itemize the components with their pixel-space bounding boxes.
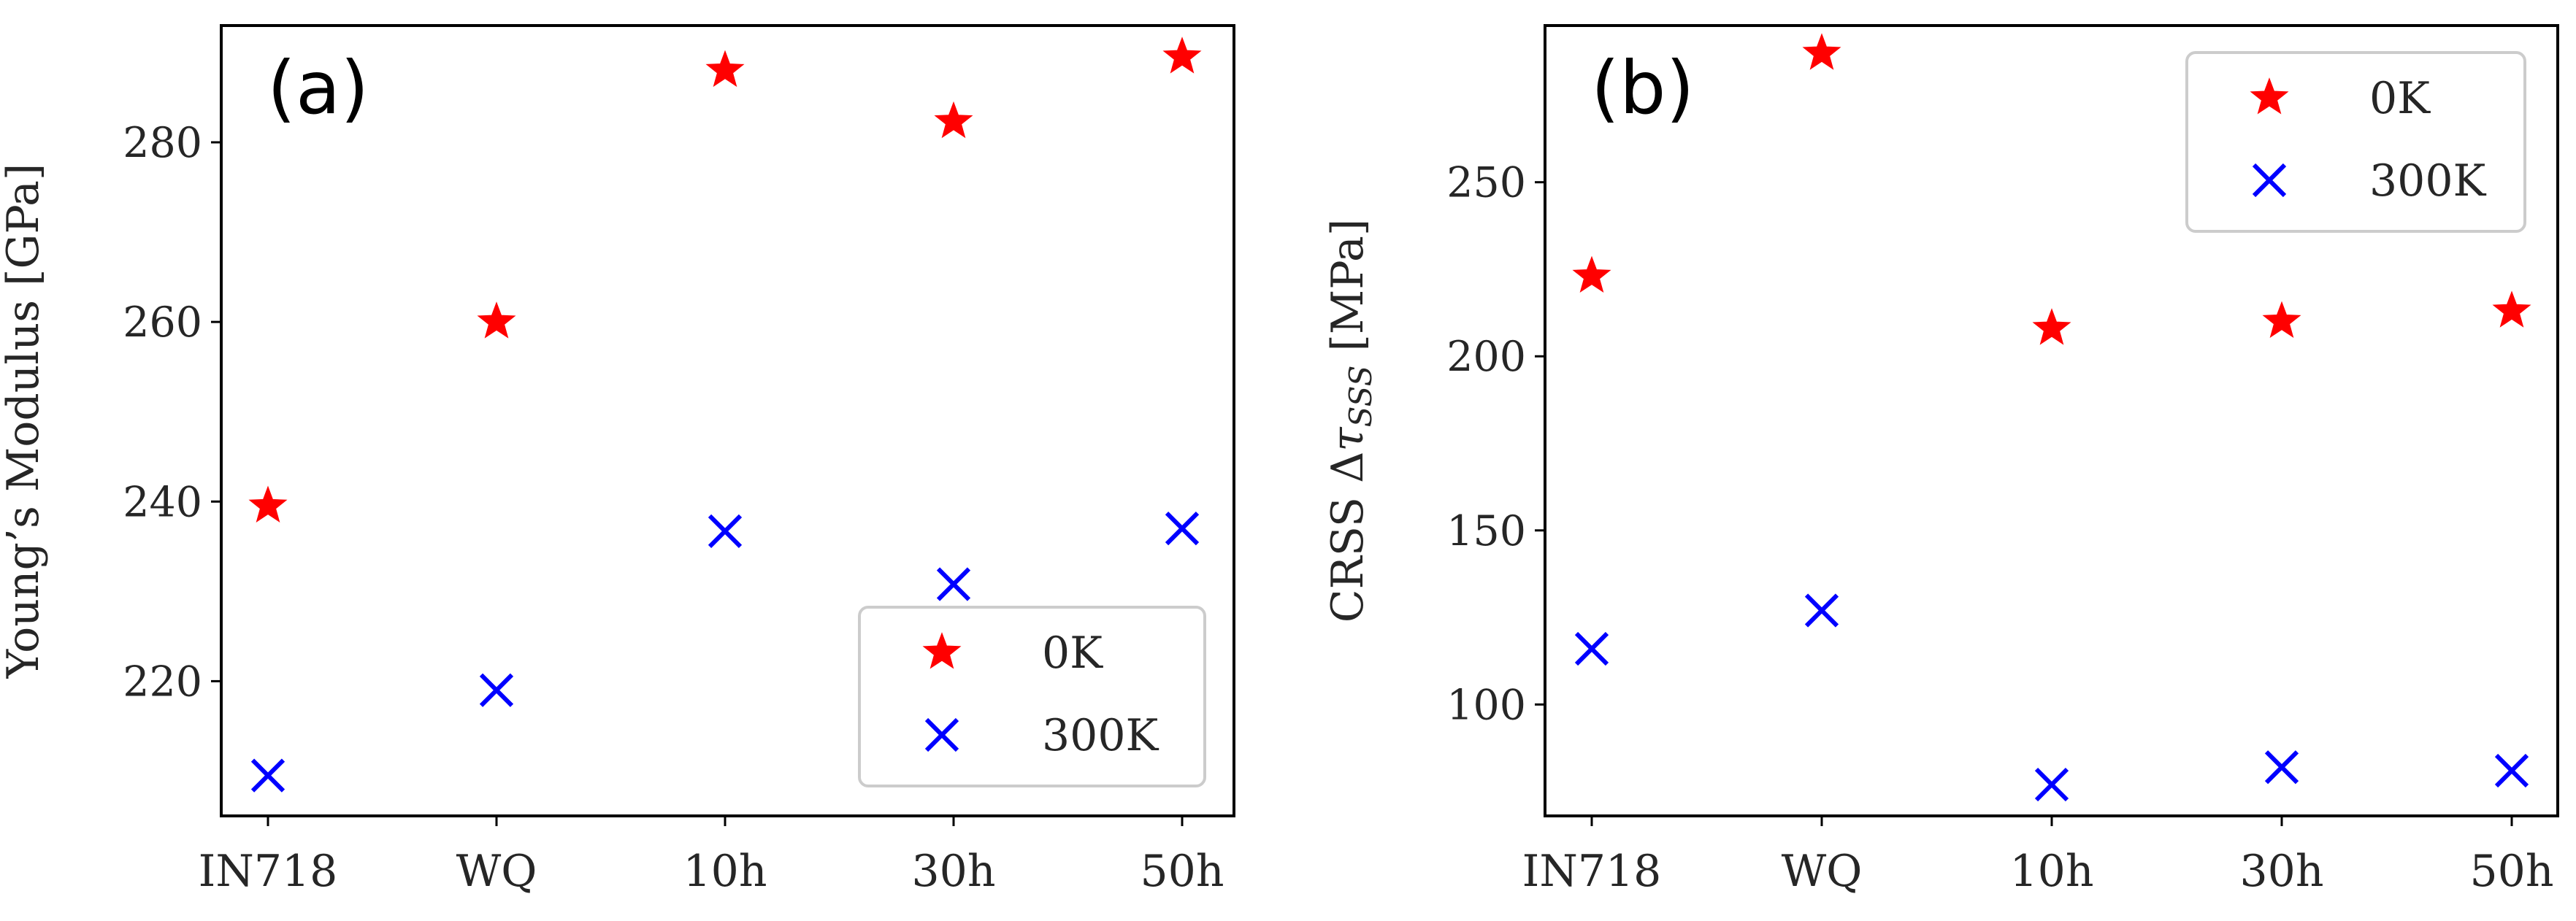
data-point-star [1802, 33, 1841, 70]
data-point-star [1162, 36, 1202, 74]
data-point-x [250, 758, 285, 793]
legend-marker-0k [2250, 77, 2289, 115]
series-0k [248, 36, 1202, 523]
x-tick-label: 10h [2010, 846, 2094, 897]
y-axis-label-tau: τ [1322, 427, 1373, 452]
x-tick-label: 50h [1141, 846, 1224, 897]
y-tick-label: 220 [123, 658, 202, 706]
plot-frame [220, 24, 1235, 817]
x-marker-stroke [479, 673, 514, 707]
data-point-x [708, 514, 743, 548]
legend-label: 0K [2369, 73, 2431, 124]
data-point-star [477, 301, 516, 339]
data-point-x [936, 567, 971, 601]
data-point-star [1572, 255, 1611, 293]
data-point-star [2262, 301, 2301, 339]
legend-marker-300k [924, 717, 959, 752]
x-tick-label: 30h [2240, 846, 2324, 897]
x-tick-label: IN718 [1522, 846, 1662, 897]
x-marker-stroke [1804, 593, 1839, 628]
y-tick-label: 260 [123, 298, 202, 347]
chart-panel-b: 100 150 200 250 IN718 WQ 10h 30h 50h CRSS ΔτSSS [… [1322, 24, 2559, 897]
x-tick-label: 30h [912, 846, 996, 897]
x-tick-label: WQ [1782, 846, 1863, 897]
legend-label: 300K [1042, 710, 1159, 761]
y-axis-label-subscript: SSS [1343, 366, 1379, 428]
x-marker-stroke [1165, 512, 1200, 546]
y-tick-label: 150 [1446, 507, 1526, 555]
data-point-star [2492, 290, 2531, 328]
y-tick-label: 280 [123, 119, 202, 167]
series-0k [1572, 33, 2531, 345]
data-point-star [934, 101, 973, 139]
y-tick-label: 100 [1446, 681, 1526, 729]
series-300k [1574, 593, 2529, 802]
x-marker-stroke [2264, 750, 2299, 785]
legend-label: 300K [2369, 155, 2487, 207]
y-axis-label-suffix: [MPa] [1322, 219, 1373, 366]
x-marker-stroke [2252, 163, 2287, 198]
x-marker-stroke [2034, 767, 2069, 802]
panel-label: (a) [267, 45, 369, 131]
data-point-x [2494, 753, 2529, 788]
y-axis-label-prefix: CRSS Δ [1322, 452, 1373, 623]
x-marker-stroke [924, 717, 959, 752]
data-point-x [2034, 767, 2069, 802]
data-point-x [1804, 593, 1839, 628]
x-marker-stroke [1574, 631, 1609, 666]
x-marker-stroke [936, 567, 971, 601]
data-point-x [479, 673, 514, 707]
panel-label: (b) [1591, 45, 1695, 131]
series-300k [250, 512, 1200, 793]
x-marker-stroke [2494, 753, 2529, 788]
data-point-x [2264, 750, 2299, 785]
x-tick-label: IN718 [199, 846, 338, 897]
y-axis-label: Young’s Modulus [GPa] [0, 163, 49, 679]
chart-panel-a: 220 240 260 280 IN718 WQ 10h 30h 50h Young’s Modu… [0, 24, 1235, 897]
data-point-star [705, 50, 745, 88]
legend: 0K 300K [2185, 51, 2526, 233]
x-marker-stroke [708, 514, 743, 548]
data-point-star [248, 485, 288, 523]
y-axis-label: CRSS ΔτSSS [MPa] [1322, 219, 1379, 623]
y-tick-label: 200 [1446, 333, 1526, 381]
data-point-star [2032, 308, 2071, 345]
data-point-x [1574, 631, 1609, 666]
legend-marker-300k [2252, 163, 2287, 198]
y-tick-label: 240 [123, 478, 202, 526]
x-tick-label: 10h [683, 846, 767, 897]
x-tick-label: WQ [456, 846, 537, 897]
legend-marker-0k [922, 632, 962, 669]
x-marker-stroke [250, 758, 285, 793]
legend: 0K 300K [858, 606, 1206, 787]
x-tick-label: 50h [2470, 846, 2554, 897]
y-tick-label: 250 [1446, 159, 1526, 207]
legend-label: 0K [1042, 628, 1103, 679]
data-point-x [1165, 512, 1200, 546]
